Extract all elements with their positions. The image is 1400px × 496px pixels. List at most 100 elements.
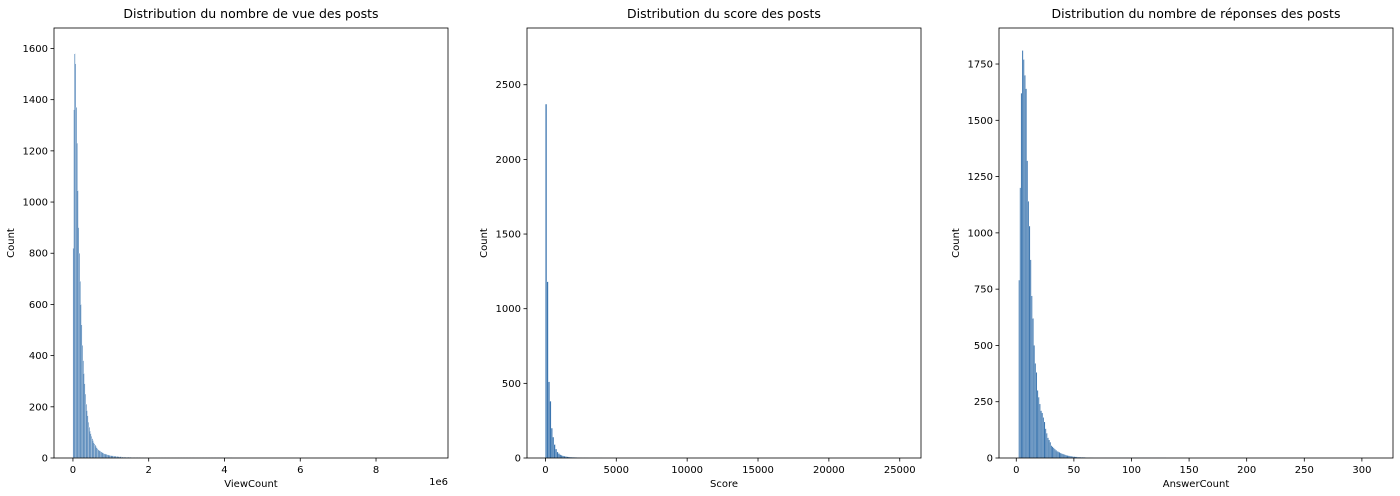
bar (1053, 447, 1055, 459)
bar (1036, 390, 1039, 459)
bar (92, 440, 94, 459)
bars (1018, 50, 1167, 459)
bar (1045, 428, 1047, 459)
chart-title: Distribution du nombre de vue des posts (123, 6, 378, 21)
x-tick-label: 25000 (884, 465, 916, 476)
bar (548, 381, 550, 459)
bar (1051, 446, 1054, 459)
bar (1043, 421, 1046, 459)
bar (99, 450, 101, 459)
chart-title: Distribution du score des posts (627, 6, 821, 21)
x-tick-label: 6 (297, 465, 303, 476)
y-tick-label: 600 (29, 300, 48, 311)
x-tick-label: 0 (70, 465, 76, 476)
bar (560, 455, 563, 459)
bar (1056, 451, 1058, 459)
bar (1054, 448, 1056, 459)
bar (95, 446, 97, 459)
bar (101, 452, 103, 459)
bar (545, 104, 547, 459)
bar (1033, 345, 1035, 459)
bar (83, 373, 85, 459)
x-tick-label: 20000 (813, 465, 845, 476)
bar (1038, 397, 1040, 459)
bar (1048, 439, 1050, 459)
x-tick-label: 250 (1295, 465, 1314, 476)
bar (75, 63, 77, 459)
y-tick-label: 1500 (496, 230, 521, 241)
bar (77, 190, 79, 459)
axes-frame (53, 27, 449, 459)
y-tick-label: 800 (29, 249, 48, 260)
bar (556, 451, 559, 459)
bar (1062, 453, 1064, 459)
y-tick-label: 400 (29, 351, 48, 362)
bars (72, 53, 233, 459)
x-axis-label: ViewCount (224, 479, 278, 490)
bar (108, 455, 110, 459)
x-tick-label: 200 (1237, 465, 1256, 476)
y-tick-label: 1500 (968, 116, 993, 127)
bar (104, 453, 106, 459)
bar (96, 447, 98, 459)
bar (1031, 295, 1033, 459)
x-axis-offset-text: 1e6 (429, 477, 448, 488)
bar (84, 383, 86, 459)
bar (1063, 454, 1065, 459)
subplot-3: 0 50 100 150 200 250 300 0 250 500 750 1000 1250 1500… (951, 6, 1394, 490)
bar (558, 453, 560, 459)
subplot-2: 0 5000 10000 15000 20000 25000 0 500 1000 1500 200… (479, 6, 922, 490)
bar (75, 107, 77, 459)
bar (1040, 410, 1042, 459)
bar (106, 454, 108, 459)
x-tick-label: 4 (221, 465, 227, 476)
bar (1064, 454, 1066, 459)
bar (1047, 437, 1049, 459)
bar (1027, 201, 1030, 459)
y-tick-label: 200 (29, 402, 48, 413)
bar (1021, 50, 1024, 459)
bar (105, 454, 107, 459)
bar (1061, 453, 1063, 459)
bars (545, 104, 603, 459)
bar (1025, 88, 1027, 459)
y-tick-label: 0 (987, 454, 993, 465)
bar (81, 324, 83, 459)
bar (94, 445, 96, 459)
bar (559, 454, 562, 459)
bar (1035, 372, 1038, 459)
bar (93, 442, 95, 459)
y-tick-label: 500 (974, 341, 993, 352)
bar (1046, 433, 1048, 459)
bar (73, 109, 75, 459)
bar (88, 422, 89, 459)
y-axis-label: Count (951, 228, 962, 258)
bar (91, 436, 92, 459)
y-axis-label: Count (6, 228, 17, 258)
y-tick-label: 0 (42, 454, 48, 465)
x-tick-label: 50 (1068, 465, 1081, 476)
x-tick-label: 10000 (671, 465, 703, 476)
bar (103, 453, 105, 459)
y-tick-label: 1200 (23, 146, 48, 157)
bar (97, 449, 99, 459)
x-axis-label: AnswerCount (1163, 479, 1230, 490)
bar (1020, 93, 1023, 459)
chart-title: Distribution du nombre de réponses des p… (1052, 6, 1341, 21)
y-axis-label: Count (479, 228, 490, 258)
bar (103, 453, 105, 459)
y-tick-label: 1000 (23, 198, 48, 209)
subplot-1: 0 2 4 6 8 0 200 400 600 800 1000 1200 1400 1600 Distri… (6, 6, 449, 490)
y-tick-label: 2000 (496, 155, 521, 166)
bar (85, 404, 87, 459)
bar (1055, 450, 1057, 459)
y-tick-label: 1250 (968, 172, 993, 183)
bar (79, 281, 81, 459)
x-tick-label: 0 (542, 465, 548, 476)
y-tick-label: 2500 (496, 80, 521, 91)
bar (1018, 280, 1020, 459)
bar (1030, 259, 1032, 459)
bar (1049, 442, 1051, 459)
bar (1024, 75, 1026, 459)
